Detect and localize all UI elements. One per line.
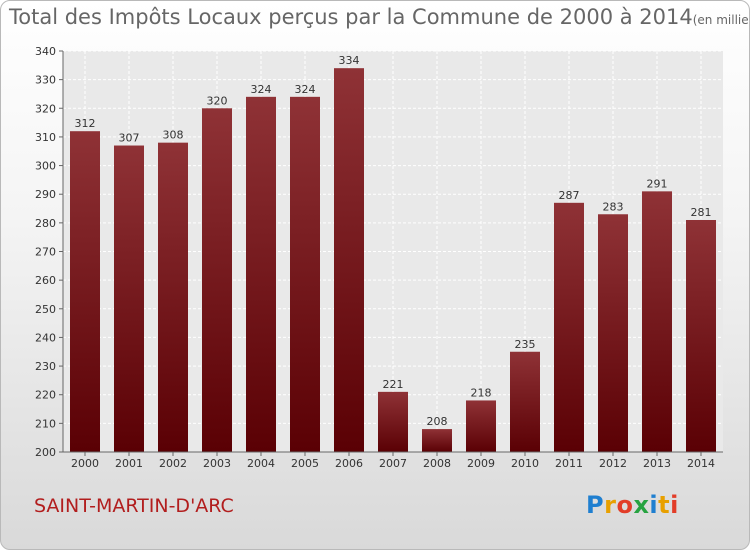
y-tick-label: 290 <box>35 188 56 201</box>
y-tick-label: 240 <box>35 331 56 344</box>
bar-2008 <box>422 429 452 452</box>
y-tick-label: 250 <box>35 303 56 316</box>
proxiti-logo: Proxiti <box>586 491 679 519</box>
x-tick-label-2006: 2006 <box>335 457 363 470</box>
y-tick-label: 210 <box>35 417 56 430</box>
x-tick-label-2012: 2012 <box>599 457 627 470</box>
bar-2003 <box>202 108 232 453</box>
y-tick-label: 230 <box>35 360 56 373</box>
y-tick-label: 280 <box>35 217 56 230</box>
bar-2004 <box>246 96 276 452</box>
x-tick-label-2000: 2000 <box>71 457 99 470</box>
x-tick-label-2003: 2003 <box>203 457 231 470</box>
logo-letter: r <box>604 491 617 519</box>
bar-2002 <box>158 142 188 452</box>
logo-letter: x <box>633 491 650 519</box>
y-tick-label: 320 <box>35 102 56 115</box>
logo-letter: i <box>649 491 659 519</box>
bar-2014 <box>686 219 716 452</box>
data-label-2000: 312 <box>75 117 96 130</box>
data-label-2009: 218 <box>471 386 492 399</box>
data-label-2008: 208 <box>427 415 448 428</box>
y-tick-label: 270 <box>35 246 56 259</box>
bar-2012 <box>598 214 628 452</box>
data-label-2003: 320 <box>207 94 228 107</box>
x-tick-label-2010: 2010 <box>511 457 539 470</box>
x-tick-label-2011: 2011 <box>555 457 583 470</box>
bar-2009 <box>466 400 496 452</box>
data-label-2011: 287 <box>559 189 580 202</box>
data-label-2001: 307 <box>119 132 140 145</box>
chart-title: Total des Impôts Locaux perçus par la Co… <box>9 5 749 29</box>
chart-unit: (en milliers d'€) <box>692 13 749 27</box>
logo-letter: i <box>670 491 679 519</box>
data-label-2013: 291 <box>647 177 668 190</box>
x-tick-label-2013: 2013 <box>643 457 671 470</box>
y-tick-label: 340 <box>35 45 56 58</box>
data-label-2006: 334 <box>339 54 360 67</box>
x-tick-label-2004: 2004 <box>247 457 275 470</box>
data-label-2004: 324 <box>251 83 272 96</box>
bar-2005 <box>290 96 320 452</box>
chart-title-text: Total des Impôts Locaux perçus par la Co… <box>9 5 693 29</box>
axis-layer: 2002102202302402502602702802903003103203… <box>35 45 723 470</box>
data-label-2002: 308 <box>163 129 184 142</box>
bar-2013 <box>642 191 672 452</box>
logo-letter: t <box>658 491 671 519</box>
bar-2007 <box>378 391 408 452</box>
x-tick-label-2002: 2002 <box>159 457 187 470</box>
bar-2010 <box>510 351 540 452</box>
bar-2006 <box>334 68 364 452</box>
x-tick-label-2005: 2005 <box>291 457 319 470</box>
x-tick-label-2014: 2014 <box>687 457 715 470</box>
x-tick-label-2009: 2009 <box>467 457 495 470</box>
logo-letter: P <box>586 491 605 519</box>
x-tick-label-2008: 2008 <box>423 457 451 470</box>
y-tick-label: 260 <box>35 274 56 287</box>
y-tick-label: 300 <box>35 160 56 173</box>
data-label-2007: 221 <box>383 378 404 391</box>
y-tick-label: 200 <box>35 446 56 459</box>
y-tick-label: 220 <box>35 389 56 402</box>
data-label-2012: 283 <box>603 200 624 213</box>
data-label-2005: 324 <box>295 83 316 96</box>
bar-2001 <box>114 145 144 452</box>
data-label-2010: 235 <box>515 338 536 351</box>
y-tick-label: 330 <box>35 74 56 87</box>
x-tick-label-2001: 2001 <box>115 457 143 470</box>
logo-letter: o <box>616 491 634 519</box>
commune-name: SAINT-MARTIN-D'ARC <box>34 495 234 517</box>
x-tick-label-2007: 2007 <box>379 457 407 470</box>
y-tick-label: 310 <box>35 131 56 144</box>
bar-2000 <box>70 131 100 452</box>
data-label-2014: 281 <box>691 206 712 219</box>
bar-2011 <box>554 202 584 452</box>
bar-layer: 312 307 308 320 324 324 334 221 208 218 235 287 283 2… <box>70 54 716 453</box>
